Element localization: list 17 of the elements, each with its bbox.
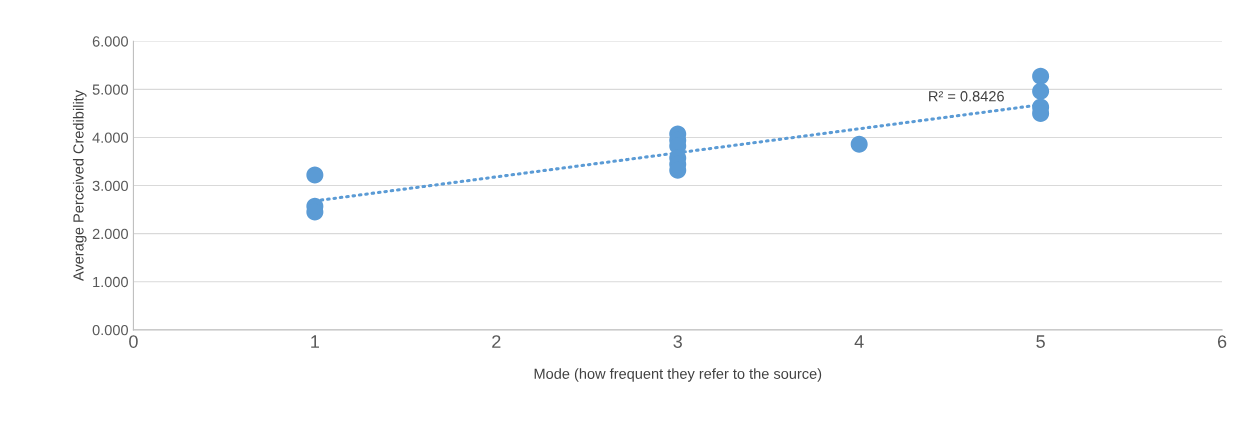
x-axis-title: Mode (how frequent they refer to the source) [534, 368, 822, 382]
x-tick-label: 6 [1217, 335, 1227, 348]
y-tick-label: 6.000 [92, 36, 128, 47]
y-tick-label: 5.000 [92, 84, 128, 95]
x-tick-label: 0 [129, 335, 138, 348]
x-tick-label: 5 [1036, 335, 1045, 348]
x-tick-label: 3 [673, 335, 682, 348]
y-tick-label: 4.000 [92, 132, 128, 143]
y-axis-title: Average Perceived Credibility [72, 90, 87, 282]
x-tick-label: 2 [492, 335, 501, 348]
y-tick-label: 3.000 [92, 180, 128, 191]
y-tick-label: 0.000 [92, 324, 128, 336]
x-tick-label: 4 [854, 335, 864, 348]
annotation: R² = 0.8426 [929, 91, 1004, 102]
y-tick-label: 1.000 [93, 276, 128, 288]
x-tick-label: 1 [311, 335, 320, 348]
y-tick-label: 2.000 [92, 228, 128, 240]
